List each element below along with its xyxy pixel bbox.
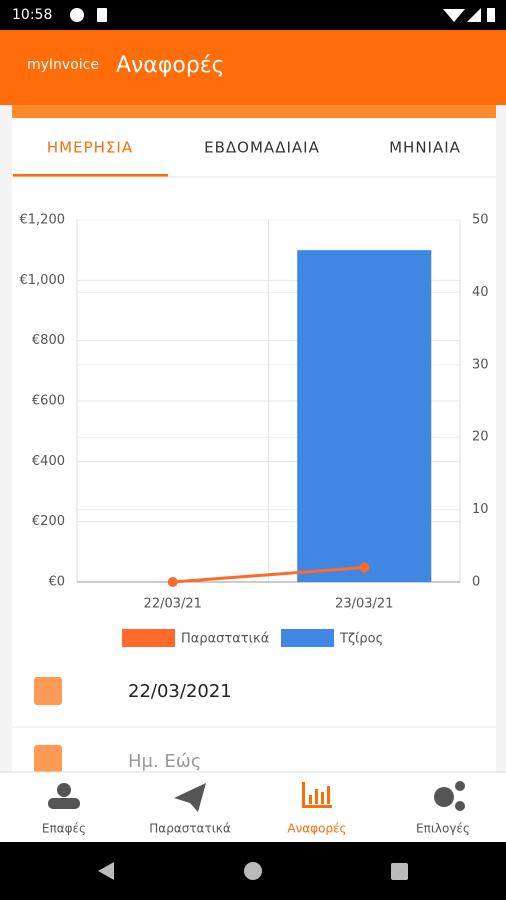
legend-label: Παραστατικά <box>181 632 269 647</box>
point <box>167 577 178 587</box>
nav-label[interactable]: Παραστατικά <box>149 822 231 836</box>
back-button[interactable] <box>98 862 114 880</box>
line <box>172 566 365 584</box>
tab-indicator <box>13 174 168 177</box>
signal-icon <box>467 8 481 22</box>
legend-swatch <box>281 629 334 647</box>
tab[interactable]: ΗΜΕΡΗΣΙΑ <box>47 139 133 157</box>
y2-tick-label: 40 <box>472 285 489 300</box>
x-tick-label: 22/03/21 <box>144 597 202 612</box>
nav-label[interactable]: Επαφές <box>42 822 86 836</box>
nav-icons <box>48 781 465 812</box>
settings-icon[interactable] <box>455 801 465 811</box>
y2-tick-label: 0 <box>472 575 480 590</box>
x-tick-label: 23/03/21 <box>335 597 393 612</box>
calendar-icon[interactable] <box>34 745 62 773</box>
y-tick-label: €0 <box>48 575 65 590</box>
y-tick-label: €600 <box>32 394 65 409</box>
reports-icon[interactable] <box>302 782 332 808</box>
settings-icon[interactable] <box>455 781 465 791</box>
date-to[interactable]: Ημ. Εώς <box>128 751 201 772</box>
contacts-icon[interactable] <box>48 798 80 809</box>
recents-button[interactable] <box>391 863 408 880</box>
tab[interactable]: ΕΒΔΟΜΑΔΙΑΙΑ <box>204 139 320 157</box>
date-from[interactable]: 22/03/2021 <box>128 681 232 702</box>
battery-icon <box>487 8 495 22</box>
contacts-icon[interactable] <box>57 783 71 797</box>
card-strip <box>12 105 496 118</box>
send-icon[interactable] <box>174 783 206 812</box>
status-icon <box>97 8 107 22</box>
wifi-icon <box>443 9 465 22</box>
y2-tick-label: 50 <box>472 213 489 228</box>
brand: myInvoice <box>27 57 99 73</box>
tab[interactable]: ΜΗΝΙΑΙΑ <box>389 139 461 157</box>
legend-label: Τζίρος <box>339 632 383 647</box>
y2-tick-label: 30 <box>472 357 489 372</box>
calendar-icon[interactable] <box>34 677 62 705</box>
y-tick-label: €1,000 <box>20 273 66 288</box>
status-icon <box>70 8 84 22</box>
y-tick-label: €200 <box>32 514 65 529</box>
bottom-nav <box>0 772 506 842</box>
app-title: Αναφορές <box>116 53 225 78</box>
y-tick-label: €800 <box>32 333 65 348</box>
y-tick-label: €1,200 <box>20 213 66 228</box>
home-button[interactable] <box>244 862 262 880</box>
app-bar <box>0 30 506 105</box>
settings-icon[interactable] <box>434 787 454 807</box>
chart: €0 €200 €400 €600 €800 €1,000 €1,200 0 10 20 30 40 5… <box>20 213 489 647</box>
nav-label[interactable]: Αναφορές <box>287 822 346 836</box>
point <box>359 562 370 573</box>
y-tick-label: €400 <box>32 454 65 469</box>
time: 10:58 <box>12 7 52 23</box>
bar <box>297 250 432 582</box>
nav-label[interactable]: Επιλογές <box>416 822 470 836</box>
legend-swatch <box>122 629 175 647</box>
status-bar <box>0 0 506 30</box>
y2-tick-label: 10 <box>472 502 489 517</box>
y2-tick-label: 20 <box>472 430 489 445</box>
